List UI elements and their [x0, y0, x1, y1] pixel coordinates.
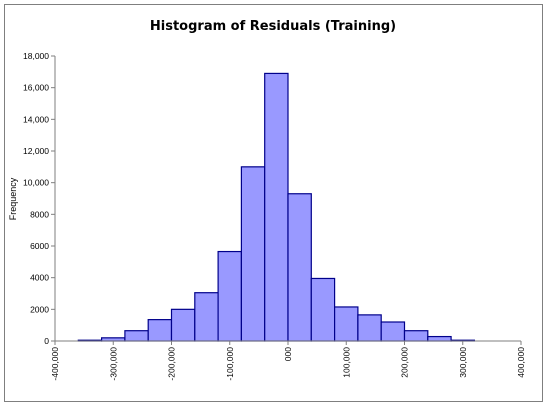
histogram-bar-14 — [403, 330, 429, 342]
histogram-bar-9 — [287, 193, 312, 342]
histogram-bar-6 — [217, 250, 243, 342]
y-tick-label-6: 12,000 — [23, 146, 49, 156]
x-tick-label-1: -300,000 — [108, 347, 118, 381]
histogram-bar-4 — [170, 308, 196, 342]
y-tick-label-3: 6000 — [30, 241, 49, 251]
histogram-bar-7 — [240, 166, 266, 342]
y-axis-label: Frequency — [8, 177, 18, 220]
y-tick-label-2: 4000 — [30, 273, 49, 283]
histogram-bar-3 — [147, 319, 173, 342]
plot-area: 0 2000 4000 6000 8000 10,000 12,000 14,000 16,00… — [23, 51, 526, 381]
histogram-bar-8 — [264, 72, 289, 342]
histogram-bar-5 — [194, 292, 219, 342]
histogram-bar-15 — [427, 335, 452, 342]
y-tick-label-5: 10,000 — [23, 178, 49, 188]
histogram-bar-10 — [310, 277, 336, 342]
x-tick-label-6: 200,000 — [400, 347, 410, 378]
histogram-bar-12 — [357, 314, 382, 342]
y-tick-label-9: 18,000 — [23, 51, 49, 61]
histogram-bar-11 — [334, 306, 359, 342]
y-tick-label-1: 2000 — [30, 304, 49, 314]
x-tick-label-2: -200,000 — [167, 347, 177, 381]
x-tick-label-5: 100,000 — [341, 347, 351, 378]
y-tick-label-4: 8000 — [30, 209, 49, 219]
chart-title: Histogram of Residuals (Training) — [150, 19, 396, 34]
x-tick-label-4: 000 — [283, 347, 293, 361]
y-tick-label-8: 16,000 — [23, 83, 49, 93]
x-tick-label-0: -400,000 — [50, 347, 60, 381]
histogram-bar-13 — [380, 321, 406, 342]
x-tick-label-3: -100,000 — [225, 347, 235, 381]
y-tick-label-7: 14,000 — [23, 114, 49, 124]
histogram-bar-2 — [124, 330, 149, 342]
x-tick-label-7: 300,000 — [458, 347, 468, 378]
y-tick-label-0: 0 — [44, 336, 49, 346]
x-tick-label-8: 400,000 — [516, 347, 526, 378]
